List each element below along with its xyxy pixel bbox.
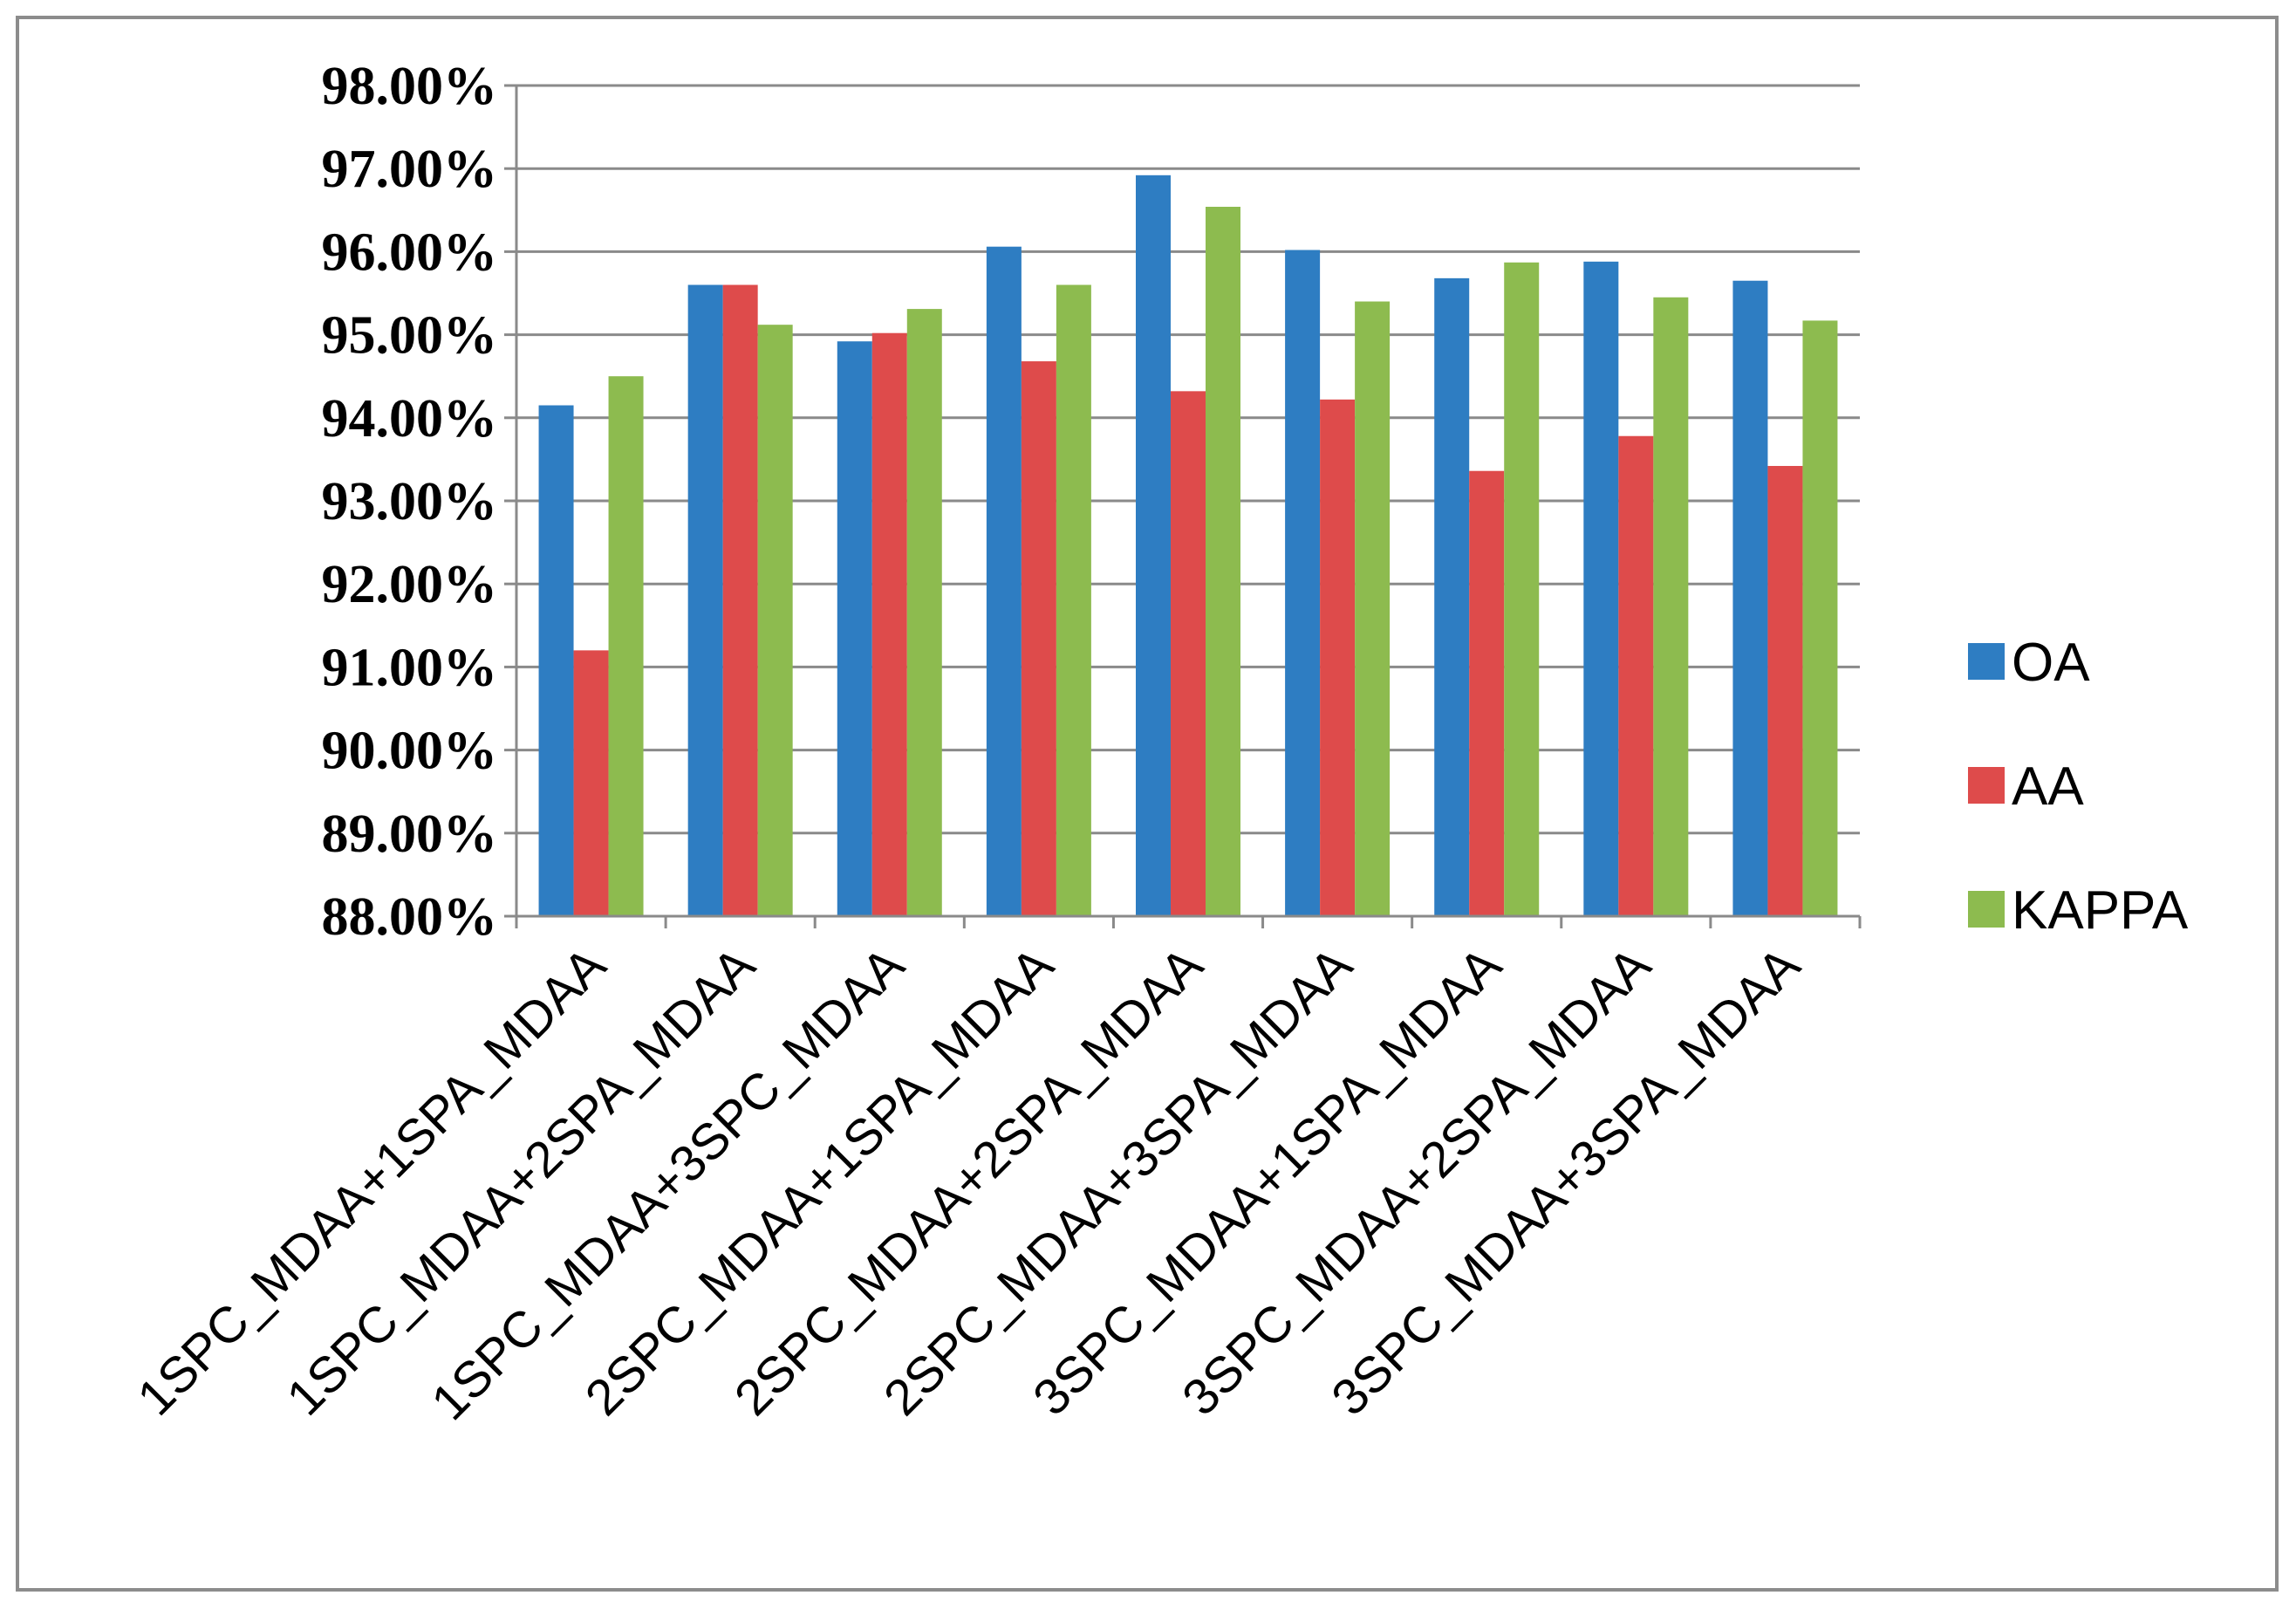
bar-kappa-1 <box>608 376 644 916</box>
legend: OA AA KAPPA <box>1968 633 2189 941</box>
bar-oa-4 <box>986 246 1022 916</box>
y-tick-label: 96.00% <box>322 223 498 282</box>
y-tick-label: 90.00% <box>322 722 498 781</box>
bar-aa-6 <box>1320 399 1356 917</box>
bar-kappa-9 <box>1802 320 1838 916</box>
bar-oa-5 <box>1136 175 1171 917</box>
bar-oa-7 <box>1434 277 1470 916</box>
bar-kappa-7 <box>1504 262 1540 916</box>
bar-kappa-2 <box>757 325 793 916</box>
y-tick-label: 93.00% <box>322 472 498 531</box>
bar-oa-9 <box>1732 280 1768 917</box>
bar-oa-8 <box>1583 261 1619 917</box>
y-tick-label: 98.00% <box>322 57 498 116</box>
bar-aa-3 <box>871 332 907 916</box>
y-tick-label: 94.00% <box>322 389 498 448</box>
y-tick-label: 97.00% <box>322 140 498 199</box>
y-tick-label: 95.00% <box>322 306 498 366</box>
bar-aa-1 <box>573 650 609 916</box>
bar-aa-5 <box>1171 391 1206 916</box>
legend-label-aa: AA <box>2012 757 2084 817</box>
y-tick-labels: 88.00% 89.00% 90.00% 91.00% 92.00% 93.00% 94.0… <box>322 57 498 947</box>
x-tick-labels: 1SPC_MDAA+1SPA_MDAA1SPC_MDAA+2SPA_MDAA1S… <box>126 936 1811 1431</box>
y-tick-label: 92.00% <box>322 555 498 614</box>
legend-swatch-aa <box>1968 767 2005 804</box>
bar-aa-7 <box>1469 470 1505 916</box>
bar-aa-8 <box>1618 435 1654 916</box>
axes <box>504 84 1862 928</box>
y-tick-label: 89.00% <box>322 804 498 864</box>
bar-kappa-5 <box>1206 206 1240 916</box>
bar-oa-6 <box>1285 250 1321 917</box>
legend-label-kappa: KAPPA <box>2012 880 2189 941</box>
bar-aa-9 <box>1767 466 1803 916</box>
bar-oa-1 <box>538 405 574 916</box>
bar-kappa-6 <box>1355 301 1391 916</box>
bar-kappa-3 <box>906 309 942 916</box>
bar-kappa-4 <box>1056 284 1091 917</box>
bars <box>538 175 1838 917</box>
bar-kappa-8 <box>1653 297 1689 916</box>
legend-swatch-kappa <box>1968 891 2005 928</box>
bar-aa-2 <box>722 284 758 917</box>
legend-swatch-oa <box>1968 643 2005 680</box>
y-tick-label: 91.00% <box>322 638 498 697</box>
y-tick-label: 88.00% <box>322 887 498 947</box>
bar-oa-2 <box>687 284 723 917</box>
bar-aa-4 <box>1021 361 1056 917</box>
bar-oa-3 <box>837 341 872 916</box>
legend-label-oa: OA <box>2012 633 2090 693</box>
